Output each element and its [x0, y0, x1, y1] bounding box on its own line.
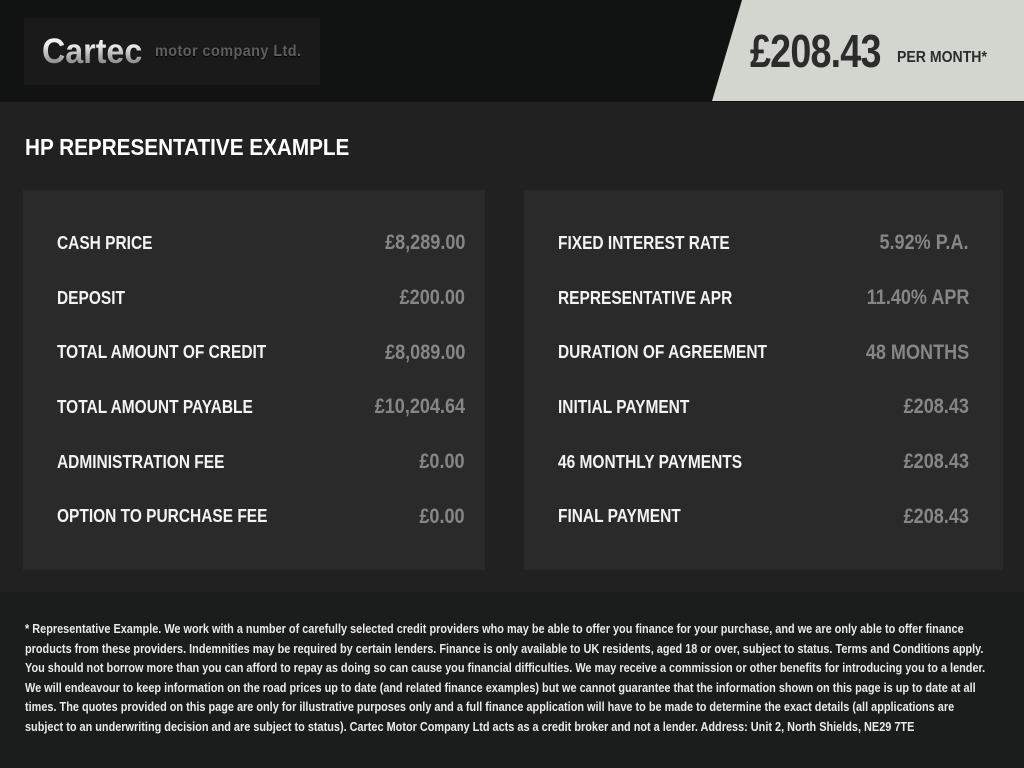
row-label: TOTAL AMOUNT OF CREDIT — [57, 342, 267, 363]
row-final-payment: FINAL PAYMENT £208.43 — [524, 489, 1003, 544]
monthly-price-banner: £208.43 PER MONTH* — [712, 0, 1024, 101]
page-title: HP REPRESENTATIVE EXAMPLE — [25, 134, 350, 160]
row-initial-payment: INITIAL PAYMENT £208.43 — [524, 380, 1003, 435]
row-representative-apr: REPRESENTATIVE APR 11.40% APR — [524, 271, 1003, 326]
row-value: £8,289.00 — [384, 231, 465, 255]
dealer-logo-tagline: motor company Ltd. — [154, 42, 302, 60]
row-fixed-interest-rate: FIXED INTEREST RATE 5.92% P.A. — [524, 216, 1003, 271]
header: Cartec motor company Ltd. £208.43 PER MO… — [0, 0, 1024, 102]
row-label: FIXED INTEREST RATE — [558, 232, 730, 253]
finance-panels: CASH PRICE £8,289.00 DEPOSIT £200.00 TOT… — [23, 190, 1003, 570]
dealer-logo-brand: Cartec — [42, 31, 143, 71]
monthly-price-amount: £208.43 — [750, 24, 881, 77]
row-cash-price: CASH PRICE £8,289.00 — [23, 216, 485, 271]
row-deposit: DEPOSIT £200.00 — [23, 271, 485, 326]
row-administration-fee: ADMINISTRATION FEE £0.00 — [23, 435, 485, 490]
footer: * Representative Example. We work with a… — [0, 592, 1024, 768]
representative-example-disclaimer: * Representative Example. We work with a… — [25, 622, 986, 734]
row-duration-of-agreement: DURATION OF AGREEMENT 48 MONTHS — [524, 325, 1003, 380]
row-value: £208.43 — [903, 504, 969, 528]
row-value: £10,204.64 — [374, 395, 465, 419]
row-value: £0.00 — [419, 450, 465, 474]
row-total-amount-payable: TOTAL AMOUNT PAYABLE £10,204.64 — [23, 380, 485, 435]
row-value: 48 MONTHS — [865, 340, 969, 364]
row-label: OPTION TO PURCHASE FEE — [57, 506, 268, 527]
row-label: 46 MONTHLY PAYMENTS — [558, 451, 743, 472]
finance-panel-terms: FIXED INTEREST RATE 5.92% P.A. REPRESENT… — [524, 190, 1003, 570]
dealer-logo[interactable]: Cartec motor company Ltd. — [24, 18, 320, 85]
row-option-to-purchase-fee: OPTION TO PURCHASE FEE £0.00 — [23, 489, 485, 544]
row-label: DURATION OF AGREEMENT — [558, 342, 767, 363]
row-label: ADMINISTRATION FEE — [57, 451, 225, 472]
row-label: DEPOSIT — [57, 287, 125, 308]
row-value: £208.43 — [903, 450, 969, 474]
row-label: CASH PRICE — [57, 232, 153, 253]
monthly-price-period: PER MONTH* — [897, 48, 988, 66]
row-label: REPRESENTATIVE APR — [558, 287, 733, 308]
row-value: 11.40% APR — [866, 286, 969, 309]
row-value: £200.00 — [399, 286, 465, 309]
row-value: £8,089.00 — [384, 340, 465, 364]
finance-panel-amounts: CASH PRICE £8,289.00 DEPOSIT £200.00 TOT… — [23, 190, 485, 570]
row-monthly-payments: 46 MONTHLY PAYMENTS £208.43 — [524, 435, 1003, 490]
row-label: TOTAL AMOUNT PAYABLE — [57, 396, 253, 417]
row-label: INITIAL PAYMENT — [558, 396, 690, 417]
row-value: 5.92% P.A. — [879, 231, 969, 255]
main-content: HP REPRESENTATIVE EXAMPLE CASH PRICE £8,… — [0, 102, 1024, 592]
row-label: FINAL PAYMENT — [558, 506, 681, 527]
row-total-amount-of-credit: TOTAL AMOUNT OF CREDIT £8,089.00 — [23, 325, 485, 380]
row-value: £0.00 — [419, 504, 465, 528]
row-value: £208.43 — [903, 395, 969, 419]
